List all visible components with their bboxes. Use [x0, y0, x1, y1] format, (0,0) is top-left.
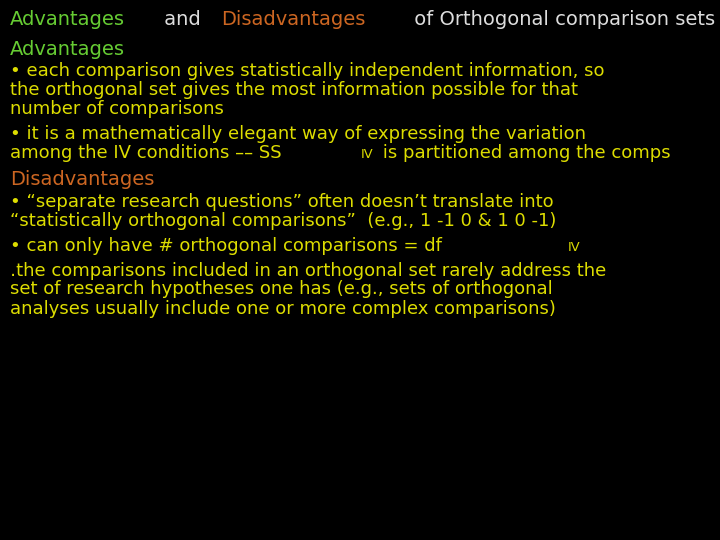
- Text: and: and: [158, 10, 207, 29]
- Text: of Orthogonal comparison sets: of Orthogonal comparison sets: [408, 10, 715, 29]
- Text: the orthogonal set gives the most information possible for that: the orthogonal set gives the most inform…: [10, 81, 578, 99]
- Text: Advantages: Advantages: [10, 10, 125, 29]
- Text: Advantages: Advantages: [10, 40, 125, 59]
- Text: • each comparison gives statistically independent information, so: • each comparison gives statistically in…: [10, 62, 605, 80]
- Text: set of research hypotheses one has (e.g., sets of orthogonal: set of research hypotheses one has (e.g.…: [10, 280, 553, 299]
- Text: Disadvantages: Disadvantages: [10, 170, 154, 190]
- Text: IV: IV: [567, 241, 580, 254]
- Text: • it is a mathematically elegant way of expressing the variation: • it is a mathematically elegant way of …: [10, 125, 586, 143]
- Text: is partitioned among the comps: is partitioned among the comps: [377, 144, 670, 161]
- Text: Disadvantages: Disadvantages: [222, 10, 366, 29]
- Text: ․the comparisons included in an orthogonal set rarely address the: ․the comparisons included in an orthogon…: [10, 261, 606, 280]
- Text: “statistically orthogonal comparisons”  (e.g., 1 -1 0 & 1 0 -1): “statistically orthogonal comparisons” (…: [10, 212, 557, 230]
- Text: • can only have # orthogonal comparisons = df: • can only have # orthogonal comparisons…: [10, 237, 442, 255]
- Text: among the IV conditions –– SS: among the IV conditions –– SS: [10, 144, 282, 161]
- Text: analyses usually include one or more complex comparisons): analyses usually include one or more com…: [10, 300, 556, 318]
- Text: IV: IV: [361, 148, 373, 161]
- Text: number of comparisons: number of comparisons: [10, 100, 224, 118]
- Text: • “separate research questions” often doesn’t translate into: • “separate research questions” often do…: [10, 193, 554, 211]
